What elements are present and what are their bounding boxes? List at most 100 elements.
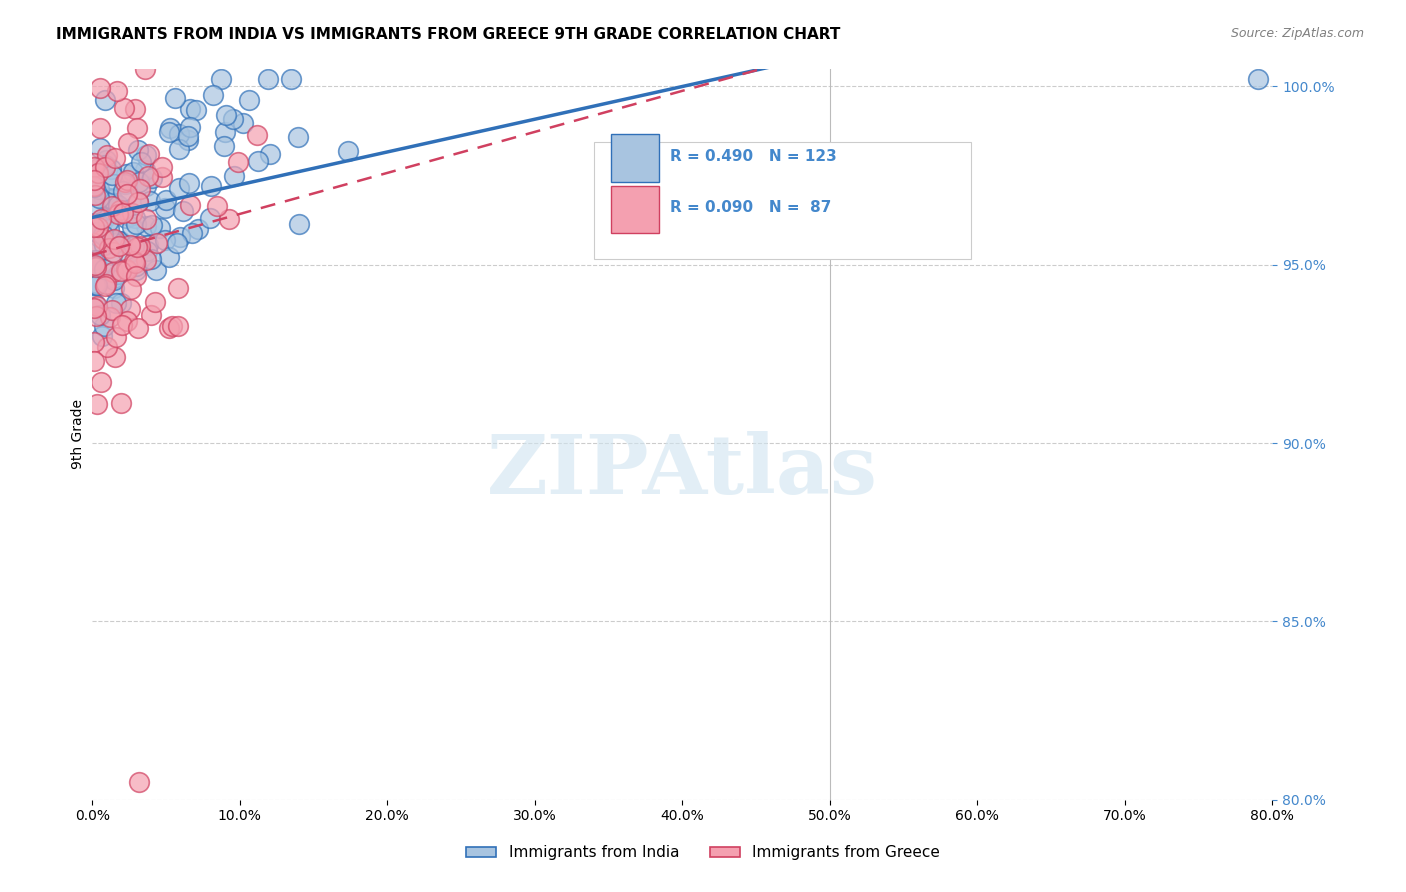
Immigrants from India	[93, 238, 115, 252]
Immigrants from India	[91, 227, 114, 242]
Immigrants from Greece	[160, 318, 183, 333]
Immigrants from Greece	[83, 236, 105, 251]
Immigrants from Greece	[125, 269, 148, 284]
Immigrants from India	[91, 329, 114, 343]
Immigrants from India	[200, 179, 222, 194]
Immigrants from India	[136, 237, 159, 252]
Immigrants from India	[100, 192, 122, 206]
Immigrants from India	[212, 139, 235, 153]
Immigrants from India	[222, 112, 245, 127]
Immigrants from Greece	[226, 154, 249, 169]
Immigrants from Greece	[108, 203, 131, 218]
Immigrants from Greece	[87, 166, 110, 180]
Immigrants from Greece	[124, 102, 146, 116]
Immigrants from India	[157, 250, 180, 264]
Immigrants from India	[108, 234, 131, 248]
Immigrants from Greece	[105, 84, 128, 98]
Immigrants from Greece	[122, 254, 145, 268]
Immigrants from Greece	[136, 169, 159, 183]
Immigrants from Greece	[107, 207, 129, 221]
Immigrants from Greece	[127, 120, 149, 135]
Immigrants from Greece	[135, 252, 157, 267]
Immigrants from India	[83, 180, 105, 194]
Immigrants from Greece	[128, 182, 150, 196]
Immigrants from India	[159, 120, 181, 135]
Immigrants from Greece	[115, 186, 138, 201]
Immigrants from Greece	[114, 175, 136, 189]
Immigrants from India	[134, 163, 156, 178]
Immigrants from Greece	[112, 101, 135, 115]
Immigrants from India	[86, 277, 108, 292]
Immigrants from Greece	[146, 236, 169, 251]
Immigrants from Greece	[150, 160, 173, 174]
Immigrants from Greece	[101, 302, 124, 317]
Immigrants from Greece	[100, 199, 122, 213]
Immigrants from Greece	[108, 239, 131, 253]
Immigrants from India	[129, 154, 152, 169]
Immigrants from Greece	[138, 147, 160, 161]
Immigrants from India	[84, 277, 107, 292]
Legend: Immigrants from India, Immigrants from Greece: Immigrants from India, Immigrants from G…	[460, 839, 946, 866]
Immigrants from India	[114, 177, 136, 191]
Immigrants from India	[169, 127, 191, 141]
Immigrants from Greece	[96, 340, 118, 354]
Immigrants from Greece	[83, 160, 105, 174]
Immigrants from India	[153, 233, 176, 247]
Immigrants from India	[91, 189, 114, 203]
Immigrants from India	[90, 231, 112, 245]
Immigrants from India	[141, 171, 163, 186]
Immigrants from Greece	[120, 302, 142, 317]
Immigrants from India	[87, 229, 110, 244]
Immigrants from Greece	[157, 320, 180, 334]
Immigrants from India	[98, 221, 121, 235]
Immigrants from India	[93, 319, 115, 334]
Immigrants from Greece	[84, 310, 107, 324]
Immigrants from India	[86, 225, 108, 239]
Immigrants from Greece	[90, 375, 112, 389]
Immigrants from Greece	[101, 244, 124, 259]
Immigrants from India	[167, 181, 190, 195]
Immigrants from Greece	[120, 238, 142, 252]
Immigrants from India	[122, 238, 145, 252]
Immigrants from India	[165, 91, 187, 105]
Y-axis label: 9th Grade: 9th Grade	[72, 399, 86, 469]
Immigrants from India	[135, 219, 157, 234]
Immigrants from India	[103, 177, 125, 191]
Immigrants from India	[94, 93, 117, 107]
Immigrants from Greece	[83, 301, 105, 315]
Immigrants from India	[86, 166, 108, 180]
Immigrants from India	[90, 219, 112, 234]
Immigrants from Greece	[100, 310, 122, 324]
Immigrants from Greece	[83, 155, 105, 169]
Immigrants from India	[117, 245, 139, 260]
Immigrants from Greece	[117, 173, 139, 187]
Immigrants from Greece	[127, 320, 149, 334]
Immigrants from India	[107, 268, 129, 282]
Immigrants from India	[125, 263, 148, 277]
Immigrants from India	[179, 176, 201, 190]
Immigrants from Greece	[96, 277, 118, 292]
Immigrants from Greece	[83, 172, 105, 186]
Immigrants from Greece	[83, 220, 105, 235]
Immigrants from India	[101, 199, 124, 213]
Immigrants from India	[179, 103, 201, 117]
Immigrants from India	[127, 195, 149, 210]
Immigrants from India	[259, 146, 281, 161]
Immigrants from India	[101, 168, 124, 182]
Immigrants from India	[96, 215, 118, 229]
Immigrants from India	[103, 271, 125, 285]
Immigrants from India	[1246, 72, 1268, 87]
Immigrants from India	[149, 221, 172, 235]
Immigrants from Greece	[124, 256, 146, 270]
Immigrants from Greece	[83, 334, 105, 349]
Text: Source: ZipAtlas.com: Source: ZipAtlas.com	[1230, 27, 1364, 40]
Immigrants from India	[124, 260, 146, 274]
Immigrants from India	[288, 218, 311, 232]
Immigrants from India	[103, 281, 125, 295]
Immigrants from Greece	[125, 240, 148, 254]
Immigrants from India	[135, 148, 157, 162]
Immigrants from Greece	[141, 308, 163, 322]
Immigrants from Greece	[104, 151, 127, 165]
Immigrants from Greece	[166, 280, 188, 294]
Text: IMMIGRANTS FROM INDIA VS IMMIGRANTS FROM GREECE 9TH GRADE CORRELATION CHART: IMMIGRANTS FROM INDIA VS IMMIGRANTS FROM…	[56, 27, 841, 42]
